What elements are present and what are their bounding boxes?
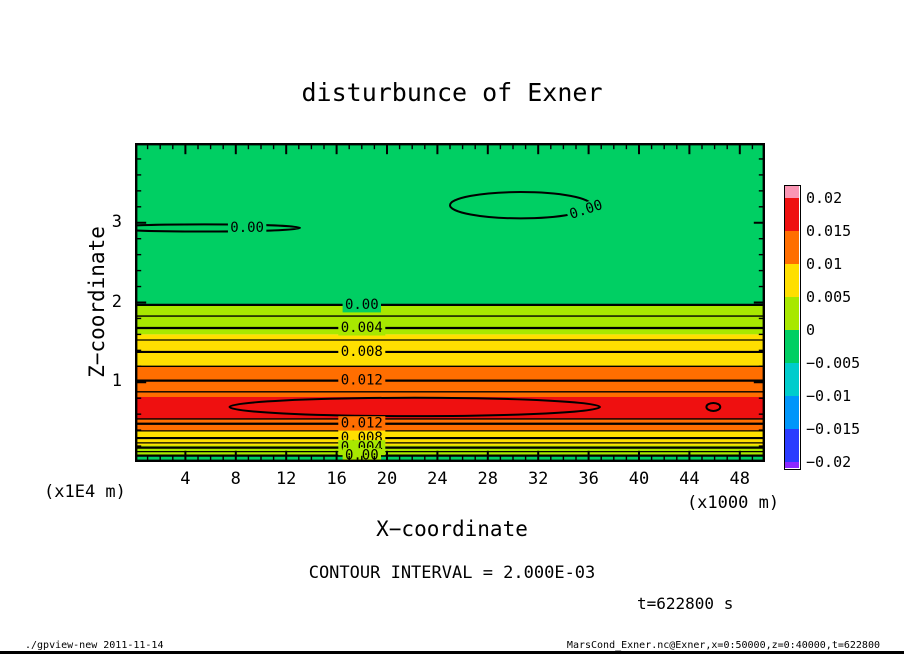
x-tick-label: 28 (477, 469, 499, 489)
fill-band (135, 418, 765, 431)
contour-label: 0.012 (338, 373, 386, 389)
y-tick-label: 2 (111, 291, 122, 312)
fill-band (135, 334, 765, 367)
y-axis-unit-label: (x1E4 m) (44, 482, 126, 502)
x-tick-label: 20 (376, 469, 398, 489)
svg-text:0.004: 0.004 (341, 320, 383, 336)
colorbar-tick-label: −0.01 (806, 387, 852, 405)
colorbar-cell (785, 264, 799, 297)
colorbar-tick-label: 0.015 (806, 222, 852, 240)
colorbar-cell (785, 363, 799, 396)
colorbar-tick-label: −0.015 (806, 420, 861, 438)
y-tick-label: 3 (111, 211, 122, 232)
colorbar-cell (785, 198, 799, 231)
colorbar-cell (785, 462, 799, 468)
svg-text:0.00: 0.00 (230, 220, 264, 236)
contour-plot: 0.000.0040.0080.0120.0120.0080.0040.000.… (135, 143, 765, 462)
x-tick-label: 8 (230, 469, 241, 489)
closed-contour (135, 223, 302, 233)
footer-program-info: ./gpview-new 2011-11-14 (25, 640, 164, 651)
svg-text:0.008: 0.008 (341, 344, 383, 360)
plot-frame (135, 143, 765, 462)
x-tick-label: 4 (180, 469, 191, 489)
contour-label: 0.00 (227, 220, 267, 236)
colorbar-cell (785, 231, 799, 264)
x-tick-label: 44 (679, 469, 700, 489)
colorbar (784, 185, 801, 470)
contour-label: 0.004 (338, 320, 386, 336)
x-tick-label: 24 (427, 469, 448, 489)
colorbar-tick-label: −0.005 (806, 354, 861, 372)
x-axis-label: X−coordinate (376, 517, 528, 541)
contour-interval-note: CONTOUR INTERVAL = 2.000E-03 (308, 563, 596, 583)
contour-label: 0.00 (342, 448, 381, 462)
closed-contour (228, 396, 601, 418)
footer-file-info: MarsCond_Exner.nc@Exner,x=0:50000,z=0:40… (566, 640, 880, 651)
svg-text:0.00: 0.00 (345, 297, 379, 313)
x-tick-label: 32 (527, 469, 549, 489)
colorbar-tick-label: −0.02 (806, 453, 852, 471)
svg-text:0.012: 0.012 (341, 416, 383, 432)
bottom-border (0, 651, 904, 654)
svg-text:0.012: 0.012 (341, 373, 383, 389)
colorbar-cell (785, 429, 799, 462)
x-tick-label: 36 (578, 469, 599, 489)
colorbar-cell (785, 330, 799, 363)
colorbar-tick-label: 0 (806, 321, 816, 339)
y-tick-label: 1 (111, 371, 122, 392)
contour-label: 0.012 (338, 416, 386, 432)
x-axis-unit-label: (x1000 m) (686, 493, 780, 513)
svg-text:0.00: 0.00 (345, 448, 379, 462)
colorbar-cell (785, 297, 799, 330)
fill-band (135, 304, 765, 335)
contour-label: 0.008 (338, 344, 386, 360)
chart-title: disturbunce of Exner (301, 78, 603, 107)
colorbar-cell (785, 396, 799, 429)
colorbar-tick-label: 0.005 (806, 288, 852, 306)
contour-label: 0.00 (342, 297, 381, 313)
closed-contour (705, 401, 722, 412)
colorbar-cell (785, 186, 799, 198)
x-tick-label: 12 (275, 469, 297, 489)
colorbar-tick-label: 0.02 (806, 189, 843, 207)
colorbar-tick-label: 0.01 (806, 255, 843, 273)
x-tick-label: 16 (326, 469, 347, 489)
x-tick-label: 48 (729, 469, 751, 489)
fill-band (135, 445, 765, 456)
time-label: t=622800 s (637, 594, 734, 613)
x-tick-label: 40 (628, 469, 650, 489)
